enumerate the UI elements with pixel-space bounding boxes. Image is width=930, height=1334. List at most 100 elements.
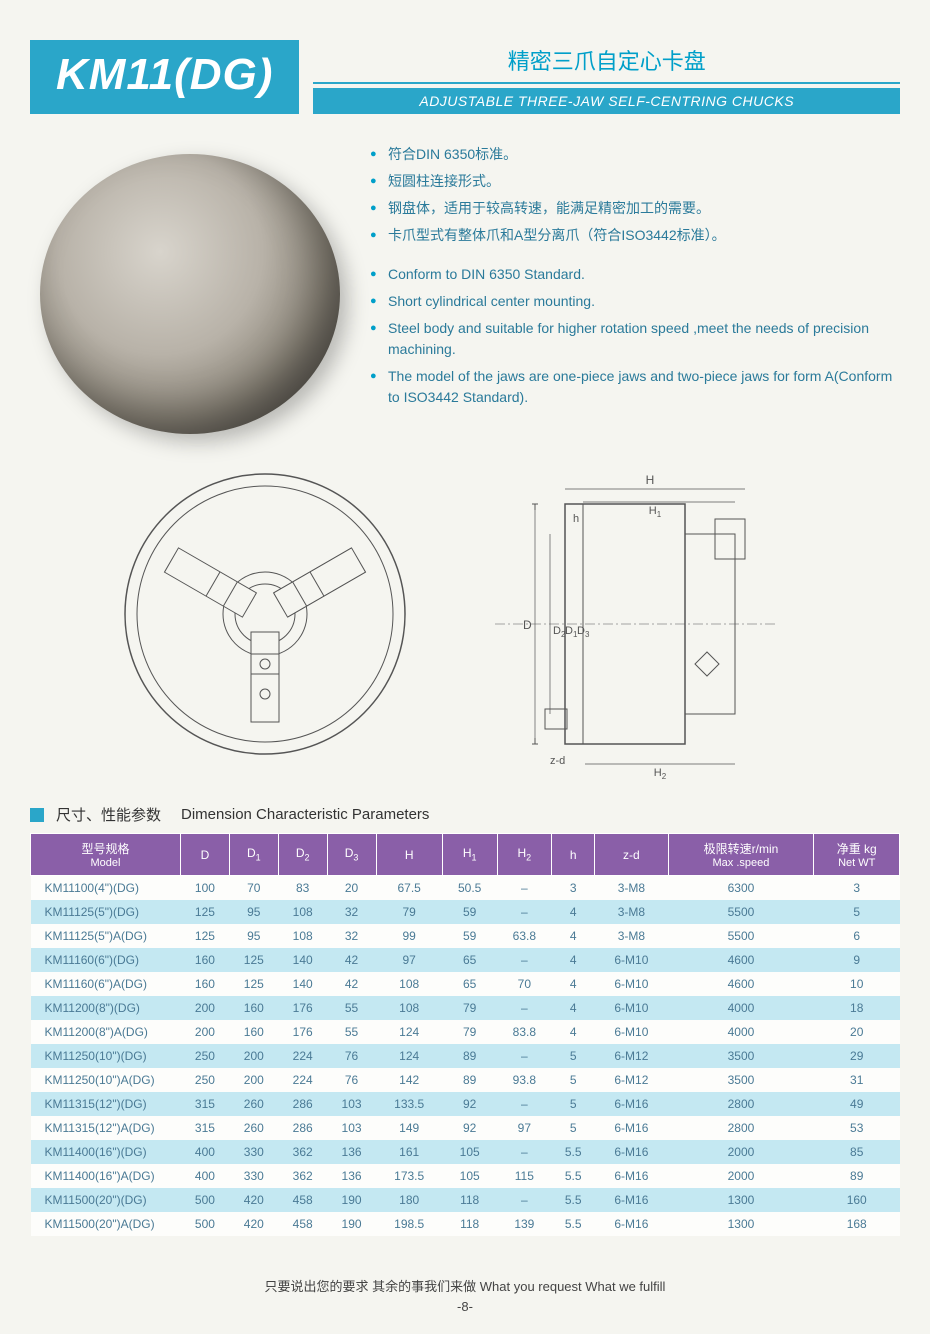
table-cell: 32 — [327, 924, 376, 948]
table-cell: 458 — [278, 1212, 327, 1236]
table-cell: 79 — [442, 996, 497, 1020]
table-cell: 5.5 — [552, 1140, 595, 1164]
table-row: KM11160(6")A(DG)16012514042108657046-M10… — [31, 972, 900, 996]
table-cell: 49 — [814, 1092, 900, 1116]
section-heading-en: Dimension Characteristic Parameters — [181, 806, 429, 823]
bullet-cn-3: 卡爪型式有整体爪和A型分离爪（符合ISO3442标准）。 — [370, 225, 900, 246]
table-cell: 59 — [442, 924, 497, 948]
table-cell: KM11200(8")A(DG) — [31, 1020, 181, 1044]
col-header-11: 净重 kgNet WT — [814, 834, 900, 876]
table-row: KM11125(5")A(DG)1259510832995963.843-M85… — [31, 924, 900, 948]
table-cell: 59 — [442, 900, 497, 924]
table-row: KM11160(6")(DG)160125140429765–46-M10460… — [31, 948, 900, 972]
table-cell: 400 — [181, 1140, 230, 1164]
table-cell: 200 — [229, 1068, 278, 1092]
table-cell: 160 — [181, 948, 230, 972]
table-cell: 3-M8 — [595, 900, 668, 924]
bullet-cn-1: 短圆柱连接形式。 — [370, 171, 900, 192]
table-row: KM11250(10")A(DG)250200224761428993.856-… — [31, 1068, 900, 1092]
dim-label-h: h — [573, 513, 579, 525]
side-view-diagram: D D2 D1 D3 H H1 h H2 z-d — [465, 464, 845, 784]
technical-diagrams: D D2 D1 D3 H H1 h H2 z-d — [30, 464, 900, 784]
table-cell: 3500 — [668, 1068, 814, 1092]
table-cell: 250 — [181, 1068, 230, 1092]
table-cell: 67.5 — [376, 876, 442, 901]
table-cell: 108 — [376, 972, 442, 996]
table-cell: 198.5 — [376, 1212, 442, 1236]
table-cell: – — [497, 876, 552, 901]
table-cell: 6-M10 — [595, 996, 668, 1020]
table-cell: 18 — [814, 996, 900, 1020]
table-cell: 6300 — [668, 876, 814, 901]
table-cell: 2800 — [668, 1092, 814, 1116]
table-cell: 200 — [181, 996, 230, 1020]
table-cell: – — [497, 1092, 552, 1116]
footer-tagline: 只要说出您的要求 其余的事我们来做 What you request What … — [30, 1276, 900, 1295]
table-cell: 140 — [278, 948, 327, 972]
table-cell: 420 — [229, 1188, 278, 1212]
table-cell: 99 — [376, 924, 442, 948]
table-cell: KM11125(5")A(DG) — [31, 924, 181, 948]
table-cell: 1300 — [668, 1212, 814, 1236]
table-cell: – — [497, 1188, 552, 1212]
table-cell: 173.5 — [376, 1164, 442, 1188]
table-cell: 97 — [497, 1116, 552, 1140]
table-cell: 42 — [327, 972, 376, 996]
table-cell: 4 — [552, 948, 595, 972]
col-header-5: H — [376, 834, 442, 876]
table-cell: 92 — [442, 1092, 497, 1116]
table-cell: 6-M16 — [595, 1092, 668, 1116]
table-cell: 53 — [814, 1116, 900, 1140]
table-cell: 190 — [327, 1212, 376, 1236]
dim-label-D: D — [523, 618, 532, 632]
table-cell: 65 — [442, 948, 497, 972]
table-cell: 4600 — [668, 948, 814, 972]
table-cell: 79 — [442, 1020, 497, 1044]
table-cell: 200 — [229, 1044, 278, 1068]
table-section-heading: 尺寸、性能参数 Dimension Characteristic Paramet… — [30, 804, 900, 825]
table-cell: 118 — [442, 1188, 497, 1212]
table-cell: 160 — [229, 1020, 278, 1044]
table-cell: 125 — [181, 924, 230, 948]
table-cell: 136 — [327, 1140, 376, 1164]
table-cell: 5 — [552, 1116, 595, 1140]
table-cell: 95 — [229, 924, 278, 948]
table-cell: 139 — [497, 1212, 552, 1236]
intro-row: 符合DIN 6350标准。短圆柱连接形式。钢盘体，适用于较高转速，能满足精密加工… — [30, 144, 900, 444]
col-header-3: D2 — [278, 834, 327, 876]
table-cell: 500 — [181, 1188, 230, 1212]
table-cell: 108 — [376, 996, 442, 1020]
table-cell: 315 — [181, 1092, 230, 1116]
table-cell: 4 — [552, 972, 595, 996]
table-cell: 32 — [327, 900, 376, 924]
table-cell: KM11100(4")(DG) — [31, 876, 181, 901]
table-cell: 160 — [814, 1188, 900, 1212]
col-header-0: 型号规格Model — [31, 834, 181, 876]
table-cell: 3 — [552, 876, 595, 901]
bullet-cn-0: 符合DIN 6350标准。 — [370, 144, 900, 165]
table-cell: 330 — [229, 1164, 278, 1188]
table-cell: 108 — [278, 924, 327, 948]
table-cell: 4000 — [668, 1020, 814, 1044]
table-cell: 286 — [278, 1092, 327, 1116]
table-cell: 180 — [376, 1188, 442, 1212]
page-number: -8- — [30, 1299, 900, 1314]
bullet-list-cn: 符合DIN 6350标准。短圆柱连接形式。钢盘体，适用于较高转速，能满足精密加工… — [370, 144, 900, 246]
table-cell: 93.8 — [497, 1068, 552, 1092]
table-cell: 6-M10 — [595, 972, 668, 996]
dim-label-H2: H2 — [654, 767, 667, 781]
subtitle-english: ADJUSTABLE THREE-JAW SELF-CENTRING CHUCK… — [313, 88, 900, 114]
table-cell: 89 — [442, 1068, 497, 1092]
col-header-2: D1 — [229, 834, 278, 876]
table-cell: 89 — [442, 1044, 497, 1068]
table-cell: 362 — [278, 1164, 327, 1188]
table-cell: 160 — [229, 996, 278, 1020]
table-cell: – — [497, 900, 552, 924]
table-cell: 6 — [814, 924, 900, 948]
table-cell: – — [497, 1140, 552, 1164]
col-header-7: H2 — [497, 834, 552, 876]
table-cell: 103 — [327, 1116, 376, 1140]
table-cell: 4 — [552, 900, 595, 924]
table-row: KM11200(8")A(DG)200160176551247983.846-M… — [31, 1020, 900, 1044]
subtitle-block: 精密三爪自定心卡盘 ADJUSTABLE THREE-JAW SELF-CENT… — [313, 40, 900, 114]
